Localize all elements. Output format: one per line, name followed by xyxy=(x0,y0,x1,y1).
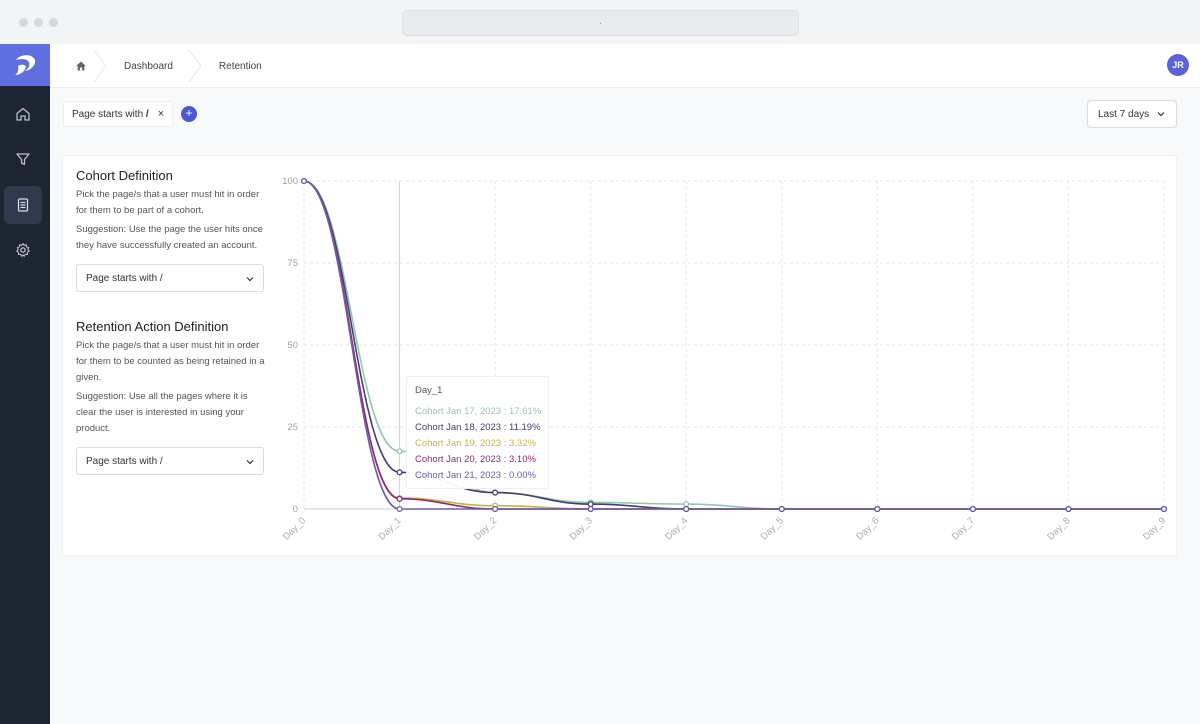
x-tick-label: Day_9 xyxy=(1141,515,1168,542)
cohort-select-value: Page starts with / xyxy=(86,272,163,284)
sidebar-item-home[interactable] xyxy=(4,95,42,133)
data-point xyxy=(396,505,403,513)
tooltip-title: Day_1 xyxy=(415,385,443,396)
remove-filter-button[interactable]: × xyxy=(157,108,165,120)
retention-title: Retention Action Definition xyxy=(76,319,229,334)
retention-chart[interactable]: 0 25 50 75 100 Day_0 Day_1 Day_2 Day_3 Day_4 Day_5… xyxy=(270,170,1170,550)
x-tick-label: Day_5 xyxy=(759,515,786,542)
breadcrumb-label: Retention xyxy=(218,60,262,72)
data-point xyxy=(492,505,499,513)
top-header: Dashboard Retention JR xyxy=(50,44,1200,88)
app-logo[interactable] xyxy=(0,44,50,86)
filter-prefix: Page starts with xyxy=(72,108,146,120)
window-maximize-dot[interactable] xyxy=(49,18,58,27)
logo-icon xyxy=(15,55,36,75)
window-close-dot[interactable] xyxy=(19,18,28,27)
tooltip-row: Cohort Jan 19, 2023 : 3.32% xyxy=(415,438,536,449)
data-point xyxy=(396,495,403,502)
cohort-suggestion: Suggestion: Use the page the user hits o… xyxy=(76,224,263,251)
cohort-title: Cohort Definition xyxy=(76,168,173,183)
date-range-label: Last 7 days xyxy=(1098,108,1150,120)
page-filter-chip[interactable]: Page starts with / × xyxy=(63,101,174,127)
home-icon xyxy=(76,61,86,71)
data-point xyxy=(683,505,690,513)
sidebar-item-settings[interactable] xyxy=(4,231,42,269)
funnel-icon xyxy=(16,153,30,166)
chevron-down-icon xyxy=(246,277,254,282)
y-tick-label: 50 xyxy=(287,340,298,351)
gear-icon xyxy=(16,242,30,257)
sidebar xyxy=(0,44,50,724)
x-tick-label: Day_2 xyxy=(472,515,499,542)
definition-panel: Cohort Definition Pick the page/s that a… xyxy=(76,168,266,475)
sidebar-item-funnels[interactable] xyxy=(4,140,42,178)
x-tick-label: Day_0 xyxy=(281,515,308,542)
data-point xyxy=(1065,505,1072,513)
data-point xyxy=(300,177,308,185)
data-point xyxy=(587,501,594,508)
breadcrumb-label: Dashboard xyxy=(124,60,173,72)
breadcrumb-item-retention[interactable]: Retention xyxy=(195,50,284,82)
x-tick-label: Day_4 xyxy=(663,515,690,542)
x-tick-label: Day_6 xyxy=(854,515,881,542)
retention-description: Pick the page/s that a user must hit in … xyxy=(76,340,265,383)
sidebar-item-reports[interactable] xyxy=(4,186,42,224)
window-minimize-dot[interactable] xyxy=(34,18,43,27)
chevron-down-icon xyxy=(246,460,254,465)
address-bar[interactable]: . xyxy=(402,10,799,36)
add-filter-button[interactable]: + xyxy=(181,106,197,122)
tooltip-row: Cohort Jan 21, 2023 : 0.00% xyxy=(415,470,536,481)
retention-suggestion: Suggestion: Use all the pages where it i… xyxy=(76,391,248,434)
data-point xyxy=(683,501,690,508)
x-tick-label: Day_7 xyxy=(950,515,977,542)
retention-select-value: Page starts with / xyxy=(86,455,163,467)
breadcrumb-home[interactable] xyxy=(62,50,107,82)
breadcrumb-separator xyxy=(93,50,107,82)
data-point xyxy=(396,448,403,455)
tooltip-row: Cohort Jan 20, 2023 : 3.10% xyxy=(415,454,536,465)
data-point xyxy=(492,489,499,496)
tooltip-row: Cohort Jan 18, 2023 : 11.19% xyxy=(415,422,541,433)
report-icon xyxy=(17,198,29,212)
breadcrumb-item-dashboard[interactable]: Dashboard xyxy=(100,50,202,82)
tooltip-row: Cohort Jan 17, 2023 : 17.61% xyxy=(415,406,542,417)
breadcrumb: Dashboard Retention xyxy=(62,50,284,82)
retention-select[interactable]: Page starts with / xyxy=(76,447,264,475)
x-tick-label: Day_3 xyxy=(568,515,595,542)
breadcrumb-separator xyxy=(188,50,202,82)
data-point xyxy=(396,469,403,476)
data-point xyxy=(587,505,594,513)
y-tick-label: 75 xyxy=(287,258,298,269)
cohort-select[interactable]: Page starts with / xyxy=(76,264,264,292)
date-range-dropdown[interactable]: Last 7 days xyxy=(1087,100,1177,128)
y-tick-label: 0 xyxy=(293,504,298,515)
filter-value: / xyxy=(145,108,149,120)
retention-card: Cohort Definition Pick the page/s that a… xyxy=(62,155,1177,556)
data-point xyxy=(778,505,785,513)
x-tick-label: Day_1 xyxy=(376,515,403,542)
browser-chrome: . xyxy=(0,0,1200,44)
home-icon xyxy=(16,107,30,121)
data-point xyxy=(874,505,881,513)
user-avatar[interactable]: JR xyxy=(1167,54,1189,76)
y-tick-label: 100 xyxy=(282,176,298,187)
data-point xyxy=(1160,505,1168,513)
data-point xyxy=(969,505,976,513)
y-tick-label: 25 xyxy=(287,422,298,433)
x-tick-label: Day_8 xyxy=(1045,515,1072,542)
chart-tooltip: Day_1 Cohort Jan 17, 2023 : 17.61% Cohor… xyxy=(406,376,549,489)
cohort-description: Pick the page/s that a user must hit in … xyxy=(76,189,260,216)
chevron-down-icon xyxy=(1157,112,1165,117)
